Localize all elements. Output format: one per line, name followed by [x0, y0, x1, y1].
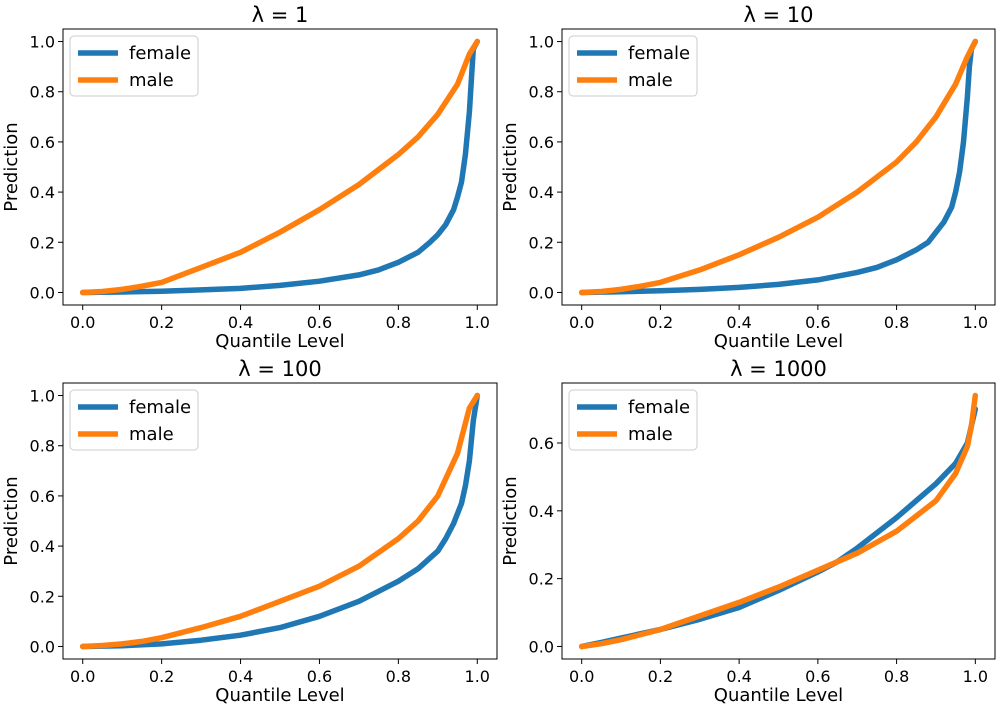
y-tick-label: 0.4: [30, 183, 55, 202]
x-tick-label: 0.2: [648, 667, 673, 686]
axes-frame: [561, 382, 996, 660]
legend-label-male: male: [628, 424, 673, 445]
subplot-title: λ = 1000: [730, 357, 827, 381]
subplot-1: λ = 1 0.0 0.2 0.4 0.6 0.8 1.0 0.0 0.2 0.4 0.6 0.8 1.…: [1, 3, 498, 352]
x-axis-label: Quantile Level: [215, 331, 344, 352]
y-tick-label: 1.0: [529, 33, 554, 52]
x-tick-label: 0.6: [805, 667, 830, 686]
y-tick-label: 0.6: [30, 487, 55, 506]
y-tick-label: 1.0: [30, 33, 55, 52]
y-tick-label: 0.8: [30, 83, 55, 102]
legend-label-male: male: [129, 424, 174, 445]
subplot-title: λ = 100: [238, 357, 321, 381]
x-tick-label: 0.6: [307, 313, 332, 332]
legend: female male: [69, 389, 199, 451]
axes-frame: [561, 28, 996, 306]
y-tick-label: 0.2: [529, 233, 554, 252]
legend-label-female: female: [129, 43, 191, 64]
series-line-female: [578, 38, 979, 296]
series-line-female: [79, 392, 481, 650]
y-tick-label: 0.6: [30, 133, 55, 152]
x-tick-label: 1.0: [465, 313, 490, 332]
y-tick-label: 0.0: [529, 637, 554, 656]
x-tick-label: 0.2: [149, 313, 174, 332]
y-tick-label: 0.4: [30, 537, 55, 556]
x-axis-label: Quantile Level: [714, 685, 843, 706]
legend-label-male: male: [628, 70, 673, 91]
x-tick-label: 0.0: [70, 313, 95, 332]
y-tick-label: 0.2: [30, 233, 55, 252]
y-tick-label: 1.0: [30, 387, 55, 406]
legend: female male: [568, 35, 698, 97]
x-tick-label: 0.2: [149, 667, 174, 686]
axes-frame: [62, 382, 498, 660]
subplot-title: λ = 10: [743, 3, 813, 27]
x-tick-label: 0.0: [569, 313, 594, 332]
x-tick-label: 0.2: [648, 313, 673, 332]
y-tick-label: 0.0: [30, 283, 55, 302]
x-tick-label: 0.0: [70, 667, 95, 686]
y-axis-label: Prediction: [1, 476, 22, 565]
legend-label-female: female: [628, 397, 690, 418]
subplot-3: λ = 100 0.0 0.2 0.4 0.6 0.8 1.0 0.0 0.2 0.4 0.6 0.8…: [1, 357, 498, 706]
legend: female male: [568, 389, 698, 451]
y-tick-label: 0.6: [529, 133, 554, 152]
x-tick-label: 1.0: [963, 313, 988, 332]
subplot-2: λ = 10 0.0 0.2 0.4 0.6 0.8 1.0 0.0 0.2 0.4 0.6 0.8 1…: [500, 3, 996, 352]
y-axis-label: Prediction: [500, 476, 521, 565]
y-axis-label: Prediction: [500, 122, 521, 211]
x-tick-label: 0.4: [228, 313, 253, 332]
x-tick-label: 0.6: [307, 667, 332, 686]
axes-frame: [62, 28, 498, 306]
legend-label-male: male: [129, 70, 174, 91]
y-tick-label: 0.4: [529, 502, 554, 521]
x-tick-label: 0.6: [805, 313, 830, 332]
x-tick-label: 0.8: [884, 667, 909, 686]
x-tick-label: 0.4: [726, 313, 751, 332]
legend-label-female: female: [628, 43, 690, 64]
legend-label-female: female: [129, 397, 191, 418]
y-tick-label: 0.2: [30, 587, 55, 606]
y-tick-label: 0.8: [30, 437, 55, 456]
subplot-title: λ = 1: [252, 3, 309, 27]
x-tick-label: 0.8: [386, 667, 411, 686]
x-tick-label: 0.0: [569, 667, 594, 686]
series-line-male: [79, 392, 481, 650]
y-tick-label: 0.8: [529, 83, 554, 102]
y-tick-label: 0.4: [529, 183, 554, 202]
series-line-male: [578, 392, 979, 650]
x-axis-label: Quantile Level: [714, 331, 843, 352]
y-tick-label: 0.2: [529, 570, 554, 589]
series-line-male: [79, 38, 481, 296]
x-tick-label: 0.8: [386, 313, 411, 332]
legend: female male: [69, 35, 199, 97]
x-tick-label: 1.0: [465, 667, 490, 686]
x-tick-label: 0.8: [884, 313, 909, 332]
x-tick-label: 0.4: [228, 667, 253, 686]
x-axis-label: Quantile Level: [215, 685, 344, 706]
series-line-male: [578, 38, 979, 296]
y-tick-label: 0.0: [30, 637, 55, 656]
x-tick-label: 0.4: [726, 667, 751, 686]
y-tick-label: 0.6: [529, 434, 554, 453]
y-tick-label: 0.0: [529, 283, 554, 302]
x-tick-label: 1.0: [963, 667, 988, 686]
series-line-female: [79, 38, 481, 296]
y-axis-label: Prediction: [1, 122, 22, 211]
